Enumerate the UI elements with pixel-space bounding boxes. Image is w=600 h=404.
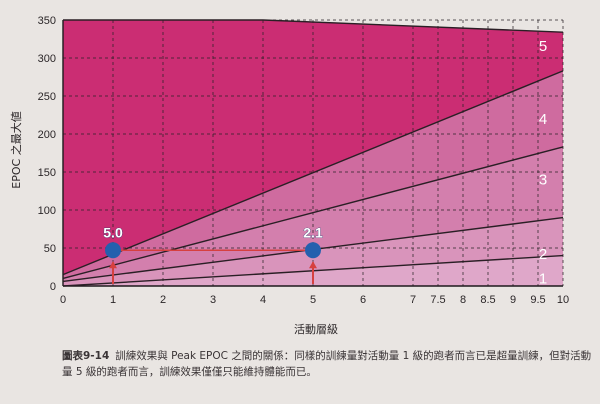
zone-label-2: 2: [539, 246, 547, 263]
y-tick-label: 150: [38, 167, 56, 179]
highlight-point-label-1: 5.0: [103, 224, 123, 240]
x-tick-label: 7.5: [430, 294, 445, 306]
x-axis-title: 活動層級: [294, 322, 338, 336]
x-tick-label: 2: [160, 294, 166, 306]
zone-label-5: 5: [539, 38, 547, 55]
y-tick-label: 350: [38, 15, 56, 27]
highlight-points: [105, 242, 321, 259]
x-tick-label: 9.5: [530, 294, 545, 306]
figure-caption: 圖表9-14 訓練效果與 Peak EPOC 之間的關係：同樣的訓練量對活動量 1…: [62, 348, 592, 380]
y-axis-title: EPOC 之最大値: [9, 111, 23, 188]
highlight-point-1: [105, 242, 121, 259]
zone-label-3: 3: [539, 172, 547, 189]
x-tick-label: 6: [360, 294, 366, 306]
y-tick-label: 300: [38, 53, 56, 65]
reference-lines: [109, 249, 317, 284]
x-tick-label: 5: [310, 294, 316, 306]
zone-label-4: 4: [539, 111, 547, 128]
x-tick-label: 8: [460, 294, 466, 306]
x-tick-label: 1: [110, 294, 116, 306]
y-tick-label: 0: [50, 281, 56, 293]
zone-label-1: 1: [539, 270, 547, 287]
x-tick-label: 9: [510, 294, 516, 306]
series-line-4: [62, 70, 564, 276]
y-tick-label: 200: [38, 129, 56, 141]
x-tick-label: 4: [260, 294, 266, 306]
highlight-point-label-2: 2.1: [303, 224, 323, 240]
x-tick-label: 0: [60, 294, 66, 306]
reference-arrowhead-1: [109, 261, 117, 269]
x-tick-label: 8.5: [480, 294, 495, 306]
figure-caption-tag: 圖表9-14: [62, 350, 110, 362]
y-tick-label: 250: [38, 91, 56, 103]
series-line-5: [63, 19, 564, 33]
series-line-3: [62, 146, 564, 280]
y-tick-label: 50: [44, 243, 56, 255]
reference-arrowhead-2: [309, 261, 317, 269]
chart-labels: 0 1 2 3 4 5 6 7 7.5 8 8.5 9 9.5 100501001502002503003…: [38, 15, 569, 306]
highlight-point-2: [305, 242, 321, 259]
y-tick-label: 100: [38, 205, 56, 217]
figure-caption-text: 訓練效果與 Peak EPOC 之間的關係：同樣的訓練量對活動量 1 級的跑者而…: [62, 350, 592, 378]
x-tick-label: 10: [557, 294, 569, 306]
x-tick-label: 7: [410, 294, 416, 306]
x-tick-label: 3: [210, 294, 216, 306]
